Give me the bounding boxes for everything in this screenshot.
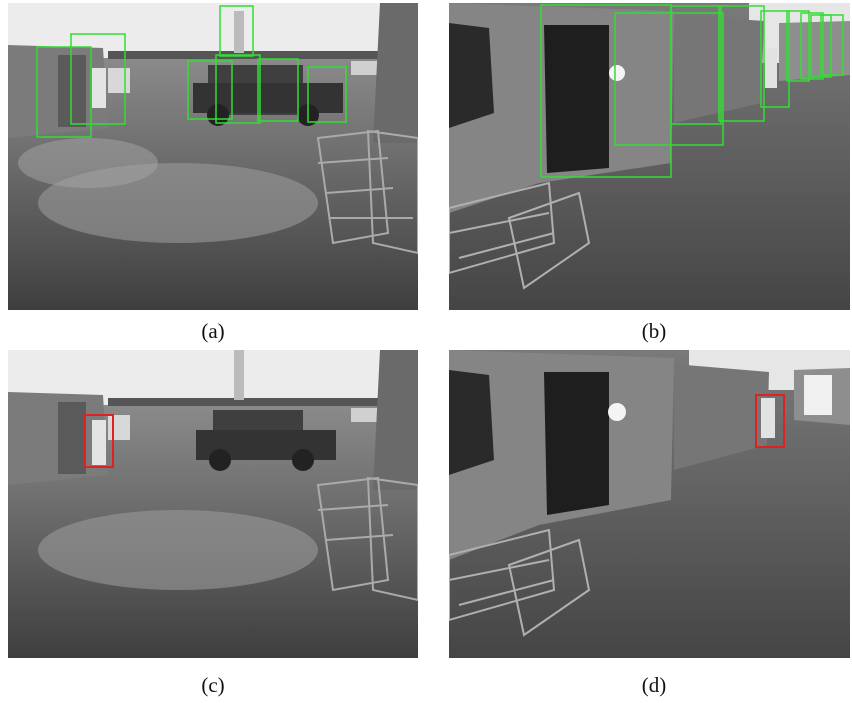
opening bbox=[804, 375, 832, 415]
photo-b bbox=[449, 3, 850, 310]
caption: (d) bbox=[449, 673, 852, 698]
photo-a bbox=[8, 3, 418, 310]
door bbox=[544, 372, 609, 515]
container bbox=[373, 350, 418, 490]
sign bbox=[609, 65, 625, 81]
door bbox=[58, 402, 86, 474]
wheel bbox=[292, 449, 314, 471]
window bbox=[449, 370, 494, 475]
person bbox=[765, 48, 777, 88]
vehicle bbox=[108, 68, 130, 93]
vehicle bbox=[108, 415, 130, 440]
sign bbox=[608, 403, 626, 421]
container bbox=[373, 3, 418, 143]
photo-c bbox=[8, 350, 418, 658]
person bbox=[92, 420, 106, 465]
window bbox=[449, 23, 494, 128]
caption: (a) bbox=[8, 319, 418, 344]
door bbox=[544, 25, 609, 173]
person bbox=[92, 68, 106, 108]
caption: (c) bbox=[8, 673, 418, 698]
photo-d bbox=[449, 350, 850, 658]
person bbox=[761, 398, 775, 438]
tower bbox=[234, 11, 244, 53]
vehicle bbox=[351, 61, 379, 75]
wheel bbox=[209, 449, 231, 471]
patch bbox=[38, 510, 318, 590]
door bbox=[58, 55, 86, 127]
figure: (a) (b) (c) bbox=[0, 0, 852, 703]
tower bbox=[234, 350, 244, 400]
patch bbox=[18, 138, 158, 188]
vehicle bbox=[351, 408, 379, 422]
caption: (b) bbox=[449, 319, 852, 344]
